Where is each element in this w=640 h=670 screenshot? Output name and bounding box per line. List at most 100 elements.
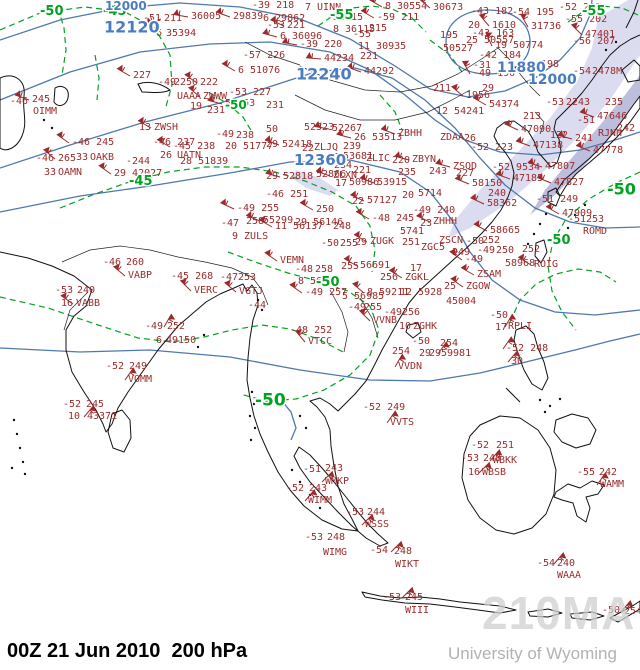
station-plot-text: 36005 (191, 11, 221, 22)
station-plot-text: 47401 (585, 29, 615, 40)
station-plot-text: ZWSH (154, 122, 178, 133)
station-plot-text: -47 (221, 218, 239, 229)
station-plot-text: 248 (483, 453, 501, 464)
height-contours (0, 0, 640, 441)
station-plot-text: -49 257 (305, 287, 347, 298)
station-plot-text: ZSCN (439, 235, 463, 246)
station-plot-text: 221 (353, 165, 371, 176)
wind-barbs (14, 0, 634, 613)
station-plot-text: 52418 (282, 139, 312, 150)
station-plot-text: -52 (492, 162, 510, 173)
station-plot-text: -46 251 (266, 189, 308, 200)
station-plot-text: RJNH (598, 128, 622, 139)
station-plot-text: -244 (126, 156, 150, 167)
station-plot-text: 248 (333, 221, 351, 232)
station-plot-text: 54374 (489, 99, 519, 110)
station-plot-text: -52 249 (363, 402, 405, 413)
station-plot-text: 198 (541, 59, 559, 70)
station-plot-text: -52 (106, 361, 124, 372)
temperature-label: -50 (40, 4, 64, 19)
station-plot-text: -48 245 (372, 213, 414, 224)
station-plot-text: ZHHH (433, 216, 457, 227)
station-plot-text: 5714 (418, 188, 442, 199)
station-plot-text: -46 237 (153, 137, 195, 148)
station-plot-text: 6 (156, 335, 162, 346)
station-plot-text: -52 248 (506, 343, 548, 354)
station-plot-text: 2250 (174, 77, 198, 88)
station-plot-text: -54 (573, 66, 591, 77)
station-plot-text: 22 (302, 143, 314, 154)
station-plot-text: 243 (429, 166, 447, 177)
station-plot-text: 255 (341, 261, 359, 272)
station-plot-text: -49 (158, 77, 176, 88)
station-plot-text: -43 182 (471, 6, 513, 17)
station-plot-text: 8 59211 (367, 287, 409, 298)
station-plot-text: 253 (238, 272, 256, 283)
station-plot-text: 252 (482, 235, 500, 246)
station-plot-text: -52 (471, 440, 489, 451)
temperature-label: -50 (607, 180, 636, 199)
station-plot-text: 242 (617, 123, 635, 134)
station-plot-text: 2243 (566, 97, 590, 108)
station-plot-text: 227 (456, 168, 474, 179)
station-plot-text: 58150 (472, 178, 502, 189)
station-plot-text: 26 (464, 133, 476, 144)
station-plot-text: -42 184 (479, 50, 521, 61)
station-plot-text: 47778 (593, 145, 623, 156)
station-plot-text: OAKB (90, 152, 114, 163)
station-plot-text: ZGC5 (421, 242, 445, 253)
temperature-label: -50 (255, 390, 286, 410)
station-plot-text: 20 51777 (225, 141, 273, 152)
station-plot-text: -55 202 (565, 14, 607, 25)
station-plot-text: -54 (370, 545, 388, 556)
station-plot-text: 25 (444, 281, 456, 292)
station-plot-text: 29 (266, 139, 278, 150)
station-plot-text: -44 (248, 300, 266, 311)
station-plot-text: 248 (394, 546, 412, 557)
coastlines (0, 0, 640, 623)
station-plot-text: 7 UINN (305, 2, 341, 13)
station-plot-text: -53 (546, 97, 564, 108)
station-plot-text: 47807 (545, 161, 575, 172)
station-plot-text: 9 ZULS (232, 231, 268, 242)
station-plot-text: VEMN (280, 255, 304, 266)
country-borders (61, 41, 545, 353)
station-plot-text: 235 (398, 167, 416, 178)
station-plot-text: -54 (537, 558, 555, 569)
station-plot-text: 222 (200, 77, 218, 88)
station-plot-text: VTCC (308, 336, 332, 347)
station-plot-text: 29 (355, 237, 367, 248)
station-plot-text: 213 (523, 111, 541, 122)
station-plot-text: 59981 (441, 348, 471, 359)
station-plot-text: 234 (334, 160, 352, 171)
station-plot-text: 50527 (443, 43, 473, 54)
temperature-label: -45 (129, 174, 153, 189)
station-plot-text: 215 (345, 12, 363, 23)
station-plot-text: -49 (348, 302, 366, 313)
station-plot-text: 28 (327, 152, 339, 163)
station-plot-text: 17 (495, 322, 507, 333)
station-plot-text: WBKK (493, 455, 517, 466)
station-plot-text: 58362 (487, 198, 517, 209)
station-plot-text: ZLXN (333, 170, 357, 181)
station-plot-text: -39 220 (300, 39, 342, 50)
station-plot-text: 47909 (562, 208, 592, 219)
station-plot-text: 243 (309, 483, 327, 494)
station-plot-text: -50 (602, 605, 620, 616)
station-plot-text: 256 (380, 272, 398, 283)
station-plot-text: WBSB (482, 467, 506, 478)
station-plot-text: -53 (267, 20, 285, 31)
station-plot-text: 240 (488, 188, 506, 199)
station-plot-text: 250 (496, 245, 514, 256)
station-plot-text: -52 (471, 142, 489, 153)
station-plot-text: ZLJQ (314, 142, 338, 153)
station-plot-text: ZGOW (466, 281, 491, 292)
station-plot-text: 122 (550, 130, 568, 141)
station-plot-text: 43371 (87, 411, 117, 422)
station-plot-text: -54 195 (512, 7, 554, 18)
station-plot-text: 258 (246, 216, 264, 227)
station-plot-text: 26 53513 (354, 132, 402, 143)
station-plot-text: -51 (577, 115, 595, 126)
